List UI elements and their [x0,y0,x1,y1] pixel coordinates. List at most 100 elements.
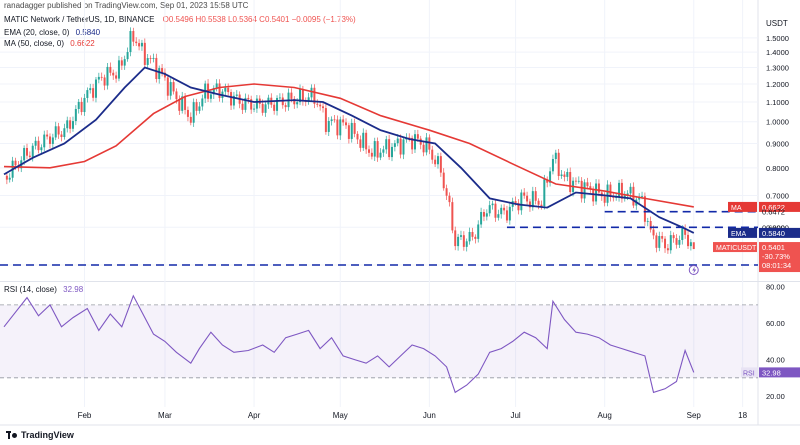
candle-body [135,41,138,44]
candle-body [330,119,333,121]
price-box-line-0: 0.5401 [762,243,785,252]
rsi-tick-2: 40.00 [766,356,785,365]
price-tick-1: 1.4000 [766,48,789,57]
price-tick-3: 1.2000 [766,80,789,89]
rsi-marker-bg [759,367,800,378]
candle-body [143,42,146,65]
candle-body [175,91,178,100]
candle-body [586,182,589,187]
candle-body [215,83,218,88]
candle-body [649,220,652,230]
price-tick-4: 1.1000 [766,98,789,107]
time-axis[interactable]: Feb Mar Apr May Jun Jul Aug Sep 18 [78,411,748,420]
price-tick-7: 0.8000 [766,164,789,173]
candle-body [247,97,250,100]
candle-body [531,191,534,208]
candle-body [25,147,28,156]
candle-body [390,146,393,158]
candle-body [149,58,152,59]
candle-body [551,159,554,172]
candle-body [434,159,437,165]
candle-body [201,98,204,107]
ma-legend-label: MA (50, close, 0) [4,39,65,48]
candle-body [393,143,396,147]
candle-body [169,82,172,96]
candle-body [396,138,399,144]
candle-body [324,108,327,132]
candle-body [94,79,97,98]
candle-body [445,188,448,196]
candle-body [606,184,609,203]
ohlc-values: O0.5496 H0.5538 L0.5364 C0.5401 −0.0095 … [162,15,356,24]
candle-body [505,210,508,221]
time-tick-may: May [333,411,348,420]
rsi-band [0,304,758,379]
candle-body [255,98,258,109]
candle-body [503,207,506,211]
ema-legend: EMA (20, close, 0) 0.5840 [4,28,100,37]
candle-body [356,133,359,140]
tradingview-logo[interactable]: TradingView [6,430,74,440]
candle-body [224,87,227,92]
candle-body [155,57,158,80]
candle-body [658,236,661,248]
time-tick-apr: Apr [248,411,261,420]
candle-body [491,203,494,206]
candle-body [333,119,336,121]
candle-body [629,186,632,194]
candle-body [57,126,60,135]
candle-body [34,140,37,146]
price-box-line-1: -30.73% [762,252,790,261]
ema-20-line [3,66,695,234]
price-box-line-2: 08:01:34 [762,261,791,270]
candle-body [557,152,560,176]
candle-body [209,94,212,99]
candle-body [123,59,126,66]
candle-body [353,122,356,134]
price-tick-6: 0.9000 [766,139,789,148]
rsi-tag: RSI [743,370,755,377]
candle-body [112,72,115,76]
candle-body [350,122,353,139]
rsi-legend: RSI (14, close) 32.98 [4,285,83,294]
candle-body [597,183,600,193]
candle-body [385,139,388,150]
candle-body [678,239,681,245]
candle-body [517,202,520,211]
candle-body [428,137,431,150]
candle-body [359,139,362,148]
price-tick-9: 0.6000 [766,223,789,232]
candle-body [319,104,322,107]
candle-body [184,96,187,110]
candle-body [457,236,460,247]
time-tick-feb: Feb [78,411,92,420]
price-axis[interactable]: USDT 1.5000 1.4000 1.3000 1.2000 1.1000 1.0000… [766,19,789,401]
candle-body [31,145,34,157]
candle-body [316,103,319,105]
candle-body [117,60,120,79]
time-tick-mar: Mar [158,411,172,420]
candle-body [66,120,69,129]
candle-body [365,132,368,150]
ema-marker-tag-bg [728,227,757,238]
candle-body [163,72,166,78]
candle-body [672,235,675,239]
rsi-tick-0: 80.00 [766,283,785,292]
candle-body [132,31,135,42]
candle-body [534,191,537,201]
candle-body [689,242,692,247]
candle-body [362,132,365,148]
candle-body [69,120,72,129]
candle-body [465,241,468,247]
price-tick-8: 0.7000 [766,191,789,200]
candle-body [63,128,66,138]
candle-body [339,119,342,136]
candle-body [71,121,74,129]
ma-marker-tag-bg [728,201,757,212]
candle-body [103,77,106,86]
candle-body [198,106,201,111]
candle-body [459,235,462,237]
candle-body [442,172,445,189]
candle-body [583,182,586,199]
